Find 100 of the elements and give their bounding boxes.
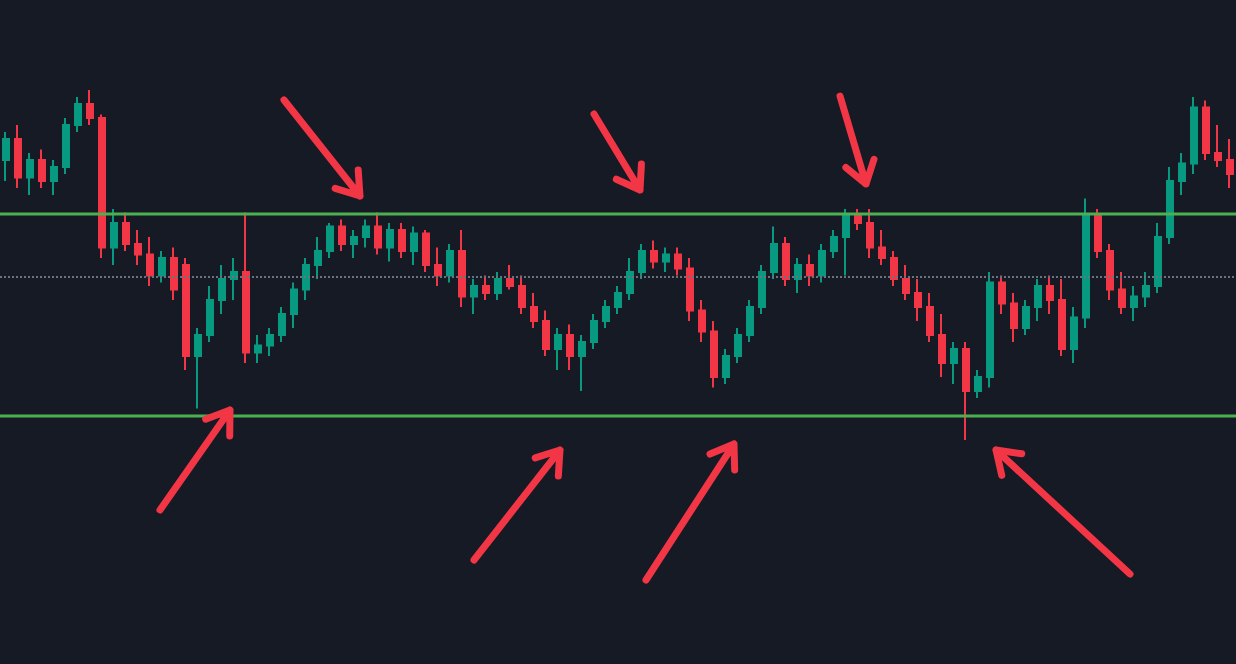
candlestick — [638, 243, 646, 280]
candlestick — [1106, 243, 1114, 301]
candlestick — [578, 334, 586, 392]
candlestick — [122, 211, 130, 252]
candlestick — [50, 159, 58, 196]
candlestick — [554, 327, 562, 371]
candlestick — [206, 285, 214, 343]
candlestick — [38, 148, 46, 189]
candlestick — [410, 225, 418, 266]
candlestick — [134, 229, 142, 266]
candlestick — [1070, 306, 1078, 364]
candlestick — [110, 208, 118, 266]
candlestick — [326, 222, 334, 259]
candlestick — [158, 250, 166, 284]
candlestick — [590, 313, 598, 350]
candlestick — [950, 341, 958, 385]
candlestick — [1202, 99, 1210, 161]
candlestick — [698, 299, 706, 343]
candlestick — [314, 236, 322, 280]
candlestick — [1142, 271, 1150, 308]
candlestick — [566, 323, 574, 371]
candlestick — [1166, 166, 1174, 245]
candlestick — [542, 309, 550, 357]
candlestick — [614, 285, 622, 315]
candlestick — [770, 225, 778, 280]
candlestick — [1082, 197, 1090, 329]
candlestick — [794, 257, 802, 294]
candlestick — [170, 246, 178, 301]
candlestick — [1058, 278, 1066, 357]
candlestick — [686, 257, 694, 322]
candlestick — [734, 327, 742, 364]
candlestick — [1190, 96, 1198, 175]
candlestick — [1118, 271, 1126, 315]
candlestick — [674, 246, 682, 277]
candlestick — [494, 271, 502, 301]
candlestick — [1034, 278, 1042, 322]
candlestick — [446, 243, 454, 284]
candlestick — [62, 117, 70, 175]
candlestick — [890, 250, 898, 287]
candlestick — [746, 299, 754, 343]
candlestick — [26, 152, 34, 196]
candlestick — [662, 246, 670, 273]
candlestick — [1046, 274, 1054, 315]
candlestick — [1010, 292, 1018, 343]
candlestick — [2, 131, 10, 182]
candlestick — [398, 222, 406, 259]
candlestick — [1226, 138, 1234, 189]
candlestick — [878, 229, 886, 266]
candlestick — [1178, 152, 1186, 196]
candlestick — [806, 253, 814, 287]
candlestick — [650, 239, 658, 270]
candlestick — [626, 257, 634, 301]
candlestick — [302, 257, 310, 301]
candlestick — [914, 278, 922, 322]
candlestick — [902, 264, 910, 301]
candlestick — [254, 334, 262, 364]
candlestick — [758, 264, 766, 315]
candlestick — [434, 246, 442, 287]
candlestick — [482, 274, 490, 301]
candlestick — [962, 341, 970, 441]
candlestick — [470, 278, 478, 315]
candlestick — [278, 306, 286, 343]
candlestick — [1022, 299, 1030, 336]
candlestick — [1214, 124, 1222, 168]
candlestick — [998, 274, 1006, 315]
candlestick — [218, 264, 226, 315]
candlestick — [854, 208, 862, 231]
candlestick — [1154, 222, 1162, 294]
candlestick — [458, 229, 466, 308]
candlestick — [86, 89, 94, 126]
candlestick — [422, 229, 430, 273]
candlestick — [842, 208, 850, 277]
candlestick — [290, 281, 298, 329]
candlestick — [506, 264, 514, 291]
candlestick — [242, 211, 250, 364]
candlestick — [602, 299, 610, 329]
candlestick — [182, 257, 190, 371]
candlestick — [98, 113, 106, 259]
candlestick — [350, 229, 358, 259]
candlestick — [830, 229, 838, 259]
candlestick — [230, 257, 238, 301]
candlestick — [266, 327, 274, 357]
candlestick — [782, 236, 790, 287]
candlestick — [818, 243, 826, 284]
candlestick — [926, 292, 934, 343]
candlestick — [1130, 285, 1138, 322]
candlestick — [974, 369, 982, 399]
candlestick — [986, 271, 994, 389]
candlestick — [518, 274, 526, 315]
candlestick — [338, 218, 346, 252]
candlestick — [866, 208, 874, 259]
candlestick — [362, 218, 370, 249]
candlestick — [74, 96, 82, 133]
candlestick — [938, 313, 946, 378]
candlestick — [146, 236, 154, 287]
candlestick — [722, 348, 730, 385]
candlestick — [374, 211, 382, 256]
candlestick — [710, 320, 718, 389]
candlestick — [530, 292, 538, 329]
candlestick — [14, 124, 22, 189]
